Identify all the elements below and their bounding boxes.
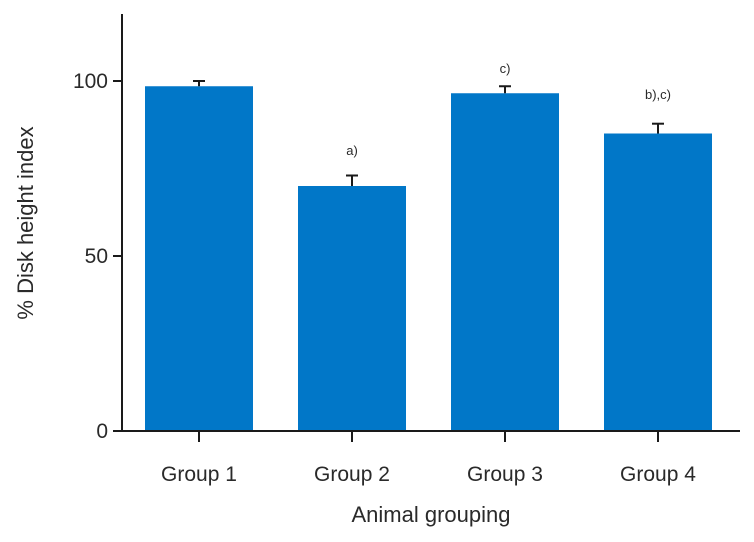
- error-bar-2: [346, 174, 358, 186]
- x-tick-label-3: Group 3: [467, 463, 543, 486]
- error-bar-1: [193, 80, 205, 87]
- axes-layer: [121, 14, 740, 432]
- y-tick-label-100: 100: [73, 70, 108, 93]
- x-tick-label-2: Group 2: [314, 463, 390, 486]
- annotation-2: a): [346, 143, 358, 158]
- x-tick-label-4: Group 4: [620, 463, 696, 486]
- bar-3: [451, 93, 559, 431]
- bars-layer: [145, 86, 712, 431]
- x-ticks-layer: Group 1 Group 2 Group 3 Group 4: [161, 431, 696, 486]
- y-tick-label-50: 50: [85, 245, 108, 268]
- annotation-4: b),c): [645, 87, 671, 102]
- annotations-layer: a) c) b),c): [346, 61, 671, 158]
- error-bar-4: [652, 122, 664, 134]
- bar-1: [145, 86, 253, 431]
- bar-4: [604, 133, 712, 431]
- y-axis-title: % Disk height index: [13, 126, 38, 319]
- error-bars-layer: [193, 80, 664, 186]
- x-axis-title: Animal grouping: [352, 502, 511, 527]
- bar-2: [298, 186, 406, 431]
- error-bar-3: [499, 85, 511, 94]
- annotation-3: c): [500, 61, 511, 76]
- y-ticks-layer: 0 50 100: [73, 70, 122, 443]
- x-tick-label-1: Group 1: [161, 463, 237, 486]
- y-tick-label-0: 0: [96, 420, 108, 443]
